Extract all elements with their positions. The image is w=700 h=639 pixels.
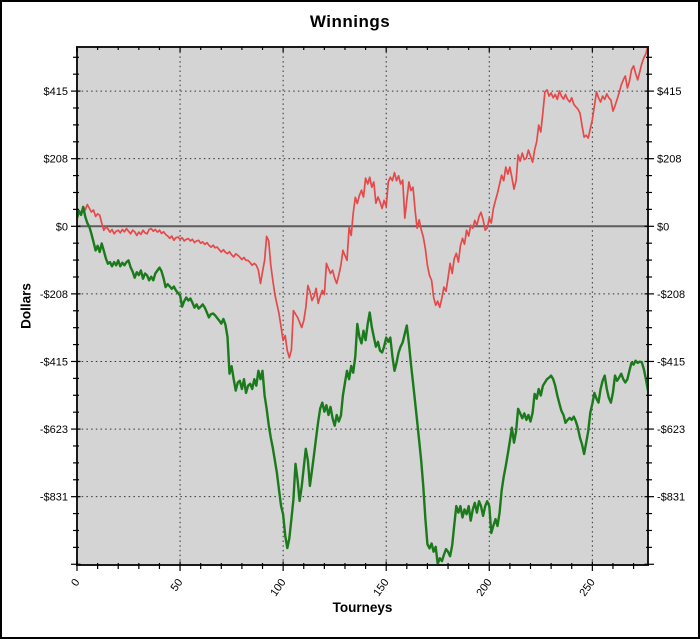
svg-text:250: 250 — [577, 577, 597, 599]
svg-text:50: 50 — [169, 577, 186, 594]
plot-area — [77, 47, 648, 565]
svg-text:-$831: -$831 — [657, 492, 685, 504]
svg-text:$208: $208 — [44, 154, 68, 166]
axis-ticks — [71, 47, 654, 571]
svg-text:-$623: -$623 — [657, 424, 685, 436]
svg-text:150: 150 — [371, 577, 391, 599]
red-line — [77, 47, 648, 359]
green-line — [77, 205, 648, 565]
svg-text:100: 100 — [268, 577, 288, 599]
svg-text:$415: $415 — [657, 86, 681, 98]
gridlines — [77, 47, 648, 565]
svg-text:-$415: -$415 — [657, 356, 685, 368]
chart-title: Winnings — [309, 12, 391, 31]
svg-text:200: 200 — [474, 577, 494, 599]
svg-text:$0: $0 — [657, 221, 669, 233]
x-axis-title: Tourneys — [332, 600, 393, 615]
plot-frame — [76, 46, 649, 566]
series-group — [77, 47, 648, 565]
svg-text:-$831: -$831 — [40, 492, 68, 504]
svg-text:-$208: -$208 — [40, 289, 68, 301]
svg-text:$208: $208 — [657, 154, 681, 166]
svg-text:-$623: -$623 — [40, 424, 68, 436]
svg-text:-$208: -$208 — [657, 289, 685, 301]
svg-text:$0: $0 — [56, 221, 68, 233]
svg-text:0: 0 — [69, 577, 82, 589]
svg-text:-$415: -$415 — [40, 356, 68, 368]
svg-text:$415: $415 — [44, 86, 68, 98]
